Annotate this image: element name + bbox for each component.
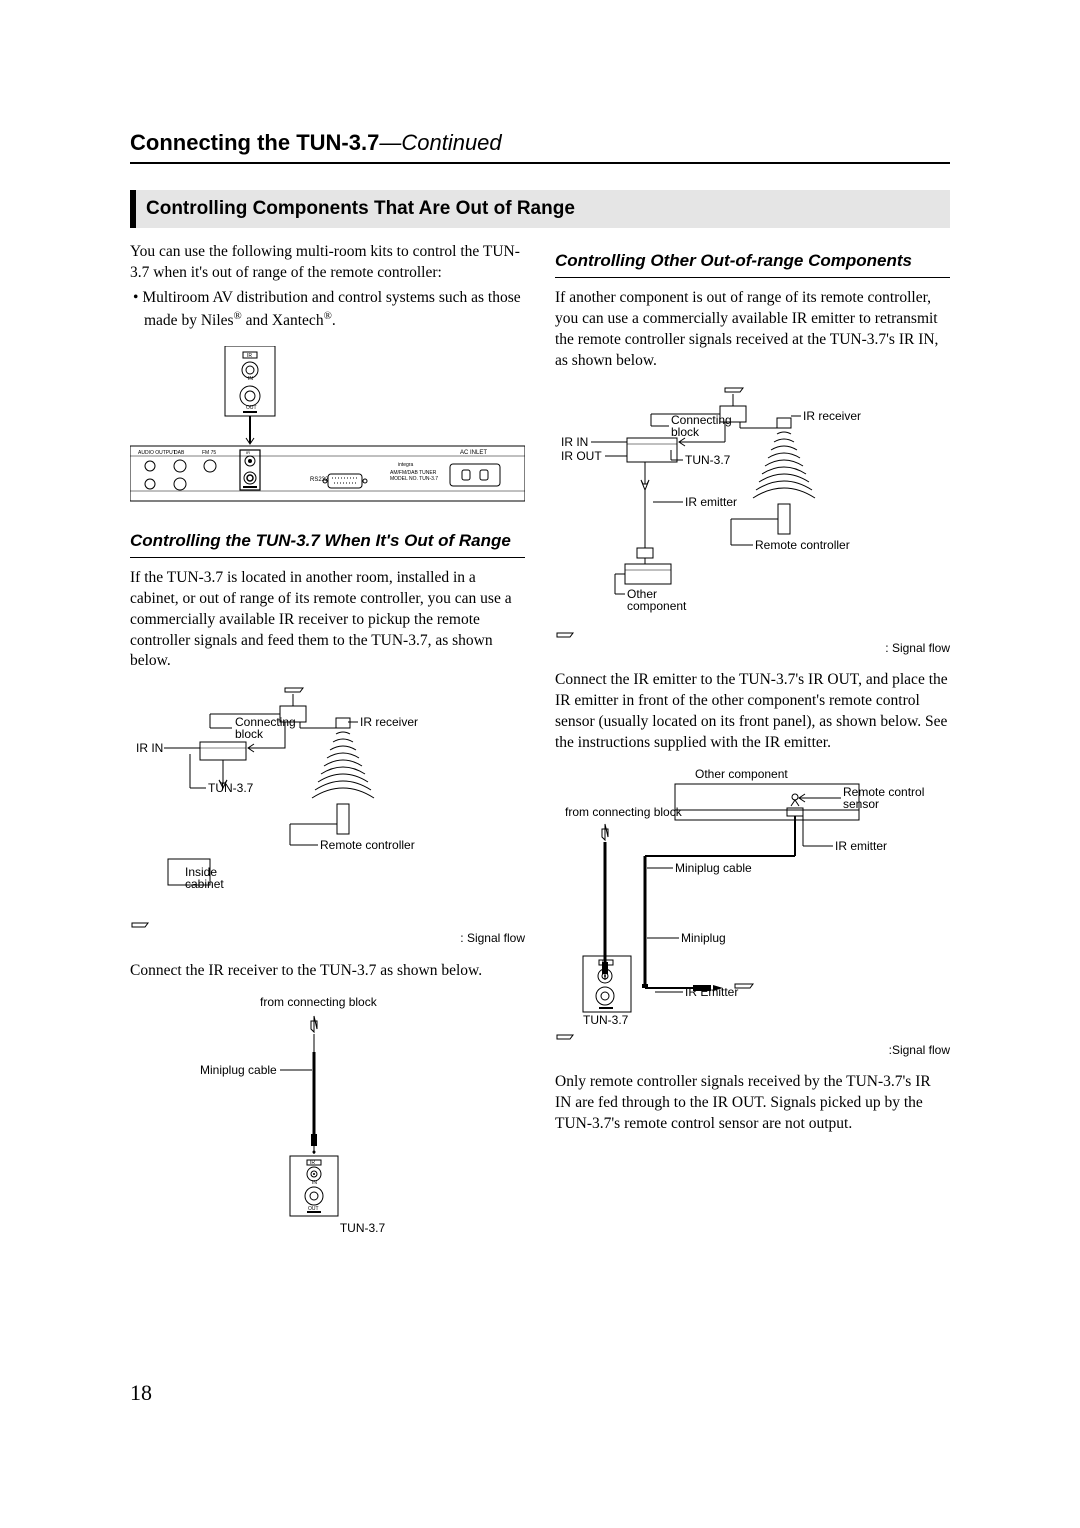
svg-text:IR: IR xyxy=(602,960,607,966)
svg-text:TUN-3.7: TUN-3.7 xyxy=(685,453,731,467)
svg-text:Other component: Other component xyxy=(695,767,788,781)
signal-flow-legend-r2: :Signal flow xyxy=(555,1032,950,1058)
miniplug-diagram: from connecting block Miniplug cable xyxy=(130,994,525,1236)
running-title: Connecting the TUN-3.7—Continued xyxy=(130,130,950,156)
svg-text:MODEL NO. TUN-3.7: MODEL NO. TUN-3.7 xyxy=(390,476,438,482)
svg-text:sensor: sensor xyxy=(843,797,879,811)
svg-text:IR OUT: IR OUT xyxy=(561,449,602,463)
section-heading: Controlling Components That Are Out of R… xyxy=(130,190,950,228)
svg-text:block: block xyxy=(671,425,700,439)
signal-flow-text-r2: :Signal flow xyxy=(889,1043,950,1057)
svg-text:AC INLET: AC INLET xyxy=(460,450,487,456)
signal-flow-text-r1: : Signal flow xyxy=(885,641,950,655)
signal-flow-text: : Signal flow xyxy=(460,931,525,945)
left-subhead: Controlling the TUN-3.7 When It's Out of… xyxy=(130,530,525,558)
svg-text:Remote controller: Remote controller xyxy=(755,538,850,552)
signal-flow-legend: : Signal flow xyxy=(130,920,525,946)
svg-text:DAB: DAB xyxy=(174,450,185,456)
right-p2: Connect the IR emitter to the TUN-3.7's … xyxy=(555,670,950,754)
svg-text:integra: integra xyxy=(398,462,414,468)
svg-text:TUN-3.7: TUN-3.7 xyxy=(583,1013,629,1026)
svg-text:IN: IN xyxy=(312,1180,317,1186)
svg-text:Miniplug: Miniplug xyxy=(681,931,726,945)
svg-text:IR IN: IR IN xyxy=(561,435,588,449)
right-subhead: Controlling Other Out-of-range Component… xyxy=(555,250,950,278)
label-from-block: from connecting block xyxy=(260,995,378,1009)
svg-text:IR: IR xyxy=(247,353,252,359)
left-column: You can use the following multi-room kit… xyxy=(130,242,525,1250)
svg-text:from connecting block: from connecting block xyxy=(565,805,683,819)
label-miniplug-cable: Miniplug cable xyxy=(200,1063,277,1077)
label-remote: Remote controller xyxy=(320,838,415,852)
svg-text:IR: IR xyxy=(310,1160,315,1166)
right-p1: If another component is out of range of … xyxy=(555,288,950,372)
ir-in-out-diagram: Connecting block IR receiver xyxy=(555,384,950,656)
label-tun-bottom2: TUN-3.7 xyxy=(200,1220,525,1236)
emitter-diagram: Other component Remote control sensor fr… xyxy=(555,766,950,1058)
label-ir-in: IR IN xyxy=(136,741,163,755)
label-ir-receiver: IR receiver xyxy=(360,715,418,729)
svg-text:IR emitter: IR emitter xyxy=(685,495,737,509)
ir-in-diagram: IR IN Connecting block IR r xyxy=(130,684,525,946)
intro-text: You can use the following multi-room kit… xyxy=(130,242,525,284)
left-p2: Connect the IR receiver to the TUN-3.7 a… xyxy=(130,961,525,982)
svg-text:IR emitter: IR emitter xyxy=(835,839,887,853)
svg-text:block: block xyxy=(235,727,264,741)
svg-text:AUDIO OUTPUT: AUDIO OUTPUT xyxy=(138,450,176,456)
svg-text:IR receiver: IR receiver xyxy=(803,409,861,423)
title-main: Connecting the TUN-3.7 xyxy=(130,130,379,155)
right-column: Controlling Other Out-of-range Component… xyxy=(555,242,950,1250)
svg-text:IN: IN xyxy=(248,376,253,382)
left-p1: If the TUN-3.7 is located in another roo… xyxy=(130,568,525,673)
svg-text:Miniplug cable: Miniplug cable xyxy=(675,861,752,875)
svg-text:OUT: OUT xyxy=(246,405,257,411)
page-number: 18 xyxy=(130,1380,152,1406)
title-suffix: —Continued xyxy=(379,130,501,155)
svg-text:IR: IR xyxy=(246,450,250,455)
right-p3: Only remote controller signals received … xyxy=(555,1072,950,1135)
label-tun: TUN-3.7 xyxy=(208,781,254,795)
signal-flow-legend-r1: : Signal flow xyxy=(555,630,950,656)
title-rule xyxy=(130,162,950,164)
svg-text:IR Emitter: IR Emitter xyxy=(685,985,738,999)
rear-panel-diagram: IR IN OUT xyxy=(130,346,525,516)
svg-text:component: component xyxy=(627,599,687,613)
section-heading-text: Controlling Components That Are Out of R… xyxy=(146,198,575,219)
svg-text:FM 75: FM 75 xyxy=(202,450,216,456)
bullet-item: Multiroom AV distribution and control sy… xyxy=(144,288,525,332)
svg-text:cabinet: cabinet xyxy=(185,877,224,891)
